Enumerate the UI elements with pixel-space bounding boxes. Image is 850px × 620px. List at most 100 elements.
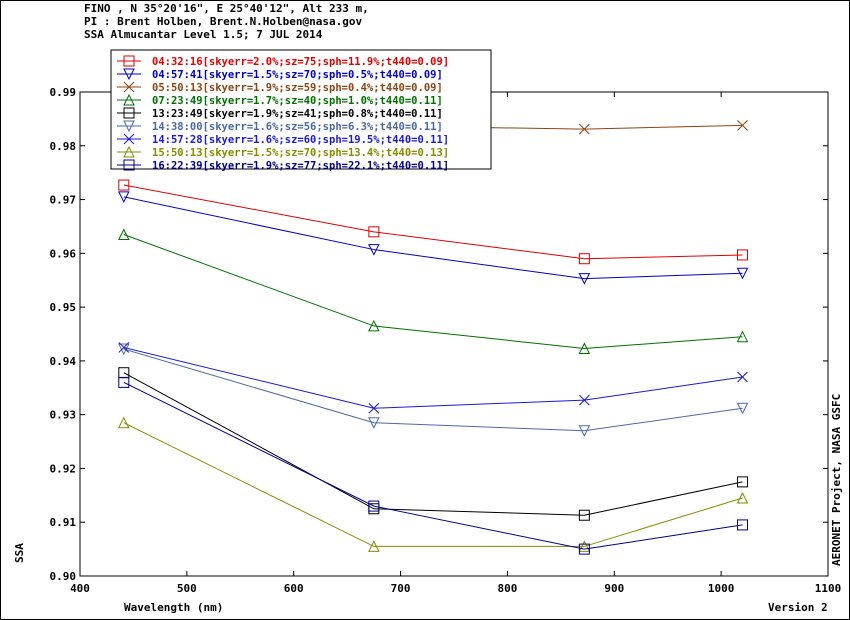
data-point-marker — [368, 540, 380, 552]
data-point-marker — [118, 376, 130, 388]
x-tick-label: 600 — [284, 582, 304, 595]
data-point-marker — [118, 416, 130, 429]
y-tick-label: 0.90 — [50, 570, 77, 583]
data-point-marker — [579, 394, 590, 406]
data-point-marker — [118, 342, 130, 353]
series-line — [123, 196, 743, 280]
series-line — [123, 422, 743, 547]
legend-label: 05:50:13[skyerr=1.9%;sz=59;sph=0.4%;t440… — [152, 82, 443, 94]
data-point-marker — [736, 402, 749, 415]
series-line — [123, 234, 743, 350]
data-point-marker — [578, 425, 591, 437]
data-point-marker — [579, 123, 590, 135]
legend-label: 16:22:39[skyerr=1.9%;sz=77;sph=22.1%;t44… — [152, 160, 449, 172]
data-point-marker — [737, 119, 748, 131]
y-tick-label: 0.97 — [50, 194, 77, 207]
data-point-marker — [578, 509, 590, 521]
legend-marker — [123, 81, 135, 93]
axes: 400 500 600 700 800 900 1000 1100 0.90 0.91 0.92 0.… — [50, 86, 842, 595]
y-tick-label: 0.99 — [50, 86, 77, 99]
legend-item: 14:38:00[skyerr=1.6%;sz=56;sph=6.3%;t440… — [117, 120, 443, 133]
header-line-product: SSA Almucantar Level 1.5; 7 JUL 2014 — [84, 28, 323, 41]
data-point-marker — [118, 228, 130, 241]
data-point-marker — [737, 371, 748, 383]
series-5 — [118, 367, 749, 521]
series-7 — [118, 342, 748, 414]
data-point-marker — [118, 179, 130, 191]
series-line — [123, 184, 743, 260]
series-layer — [118, 119, 749, 555]
data-point-marker — [736, 330, 749, 343]
data-point-marker — [118, 191, 130, 203]
series-line — [123, 348, 743, 432]
series-line — [123, 381, 743, 550]
legend-marker — [123, 159, 135, 171]
y-tick-label: 0.91 — [50, 516, 77, 529]
legend-item: 16:22:39[skyerr=1.9%;sz=77;sph=22.1%;t44… — [117, 159, 449, 172]
x-tick-label: 400 — [70, 582, 90, 595]
y-tick-label: 0.96 — [50, 247, 77, 260]
version-label: Version 2 — [768, 601, 828, 614]
data-point-marker — [368, 226, 380, 238]
legend-item: 07:23:49[skyerr=1.7%;sz=40;sph=1.0%;t440… — [117, 93, 443, 107]
data-point-marker — [578, 342, 591, 355]
legend-item: 15:50:13[skyerr=1.5%;sz=70;sph=13.4%;t44… — [117, 145, 449, 159]
data-point-marker — [578, 273, 591, 285]
series-2 — [118, 191, 749, 285]
data-point-marker — [578, 253, 590, 265]
legend-marker — [123, 93, 135, 106]
data-point-marker — [737, 476, 749, 488]
legend-label: 04:32:16[skyerr=2.0%;sz=75;sph=11.9%;t44… — [152, 56, 449, 68]
y-tick-label: 0.93 — [50, 409, 77, 422]
series-4 — [118, 228, 749, 355]
legend-marker — [123, 145, 135, 158]
data-point-marker — [368, 417, 380, 429]
series-8 — [118, 416, 749, 552]
y-tick-label: 0.98 — [50, 140, 77, 153]
x-tick-label: 1000 — [708, 582, 735, 595]
data-point-marker — [368, 244, 380, 256]
data-point-marker — [736, 267, 749, 280]
series-1 — [118, 179, 749, 265]
series-line — [123, 372, 743, 516]
data-point-marker — [578, 543, 590, 555]
series-line — [123, 346, 743, 409]
legend-label: 15:50:13[skyerr=1.5%;sz=70;sph=13.4%;t44… — [152, 147, 449, 159]
legend-label: 13:23:49[skyerr=1.9%;sz=41;sph=0.8%;t440… — [152, 108, 443, 120]
header-line-pi: PI : Brent Holben, Brent.N.Holben@nasa.g… — [84, 15, 363, 28]
x-axis-label: Wavelength (nm) — [124, 601, 223, 614]
legend-item: 04:32:16[skyerr=2.0%;sz=75;sph=11.9%;t44… — [117, 55, 449, 68]
legend-item: 05:50:13[skyerr=1.9%;sz=59;sph=0.4%;t440… — [117, 81, 443, 94]
x-tick-label: 500 — [177, 582, 197, 595]
data-point-marker — [118, 343, 130, 356]
legend-box — [110, 49, 492, 170]
legend-item: 13:23:49[skyerr=1.9%;sz=41;sph=0.8%;t440… — [117, 107, 443, 120]
legend-marker — [123, 133, 135, 145]
legend-label: 14:57:28[skyerr=1.6%;sz=60;sph=19.5%;t44… — [152, 134, 449, 146]
legend-label: 07:23:49[skyerr=1.7%;sz=40;sph=1.0%;t440… — [152, 95, 443, 107]
legend: 04:32:16[skyerr=2.0%;sz=75;sph=11.9%;t44… — [117, 55, 449, 172]
y-tick-label: 0.92 — [50, 462, 77, 475]
x-tick-label: 700 — [391, 582, 411, 595]
legend-label: 04:57:41[skyerr=1.5%;sz=70;sph=0.5%;t440… — [152, 69, 443, 81]
y-axis-label: SSA — [13, 543, 26, 563]
data-point-marker — [578, 540, 591, 552]
legend-marker — [123, 107, 135, 119]
data-point-marker — [368, 500, 380, 512]
legend-label: 14:38:00[skyerr=1.6%;sz=56;sph=6.3%;t440… — [152, 121, 443, 133]
series-9 — [118, 376, 749, 555]
header-line-site: FINO , N 35°20'16", E 25°40'12", Alt 233… — [84, 2, 369, 15]
data-point-marker — [368, 319, 380, 332]
data-point-marker — [368, 402, 380, 414]
legend-item: 14:57:28[skyerr=1.6%;sz=60;sph=19.5%;t44… — [117, 133, 449, 146]
legend-item: 04:57:41[skyerr=1.5%;sz=70;sph=0.5%;t440… — [117, 68, 443, 81]
data-point-marker — [737, 519, 749, 531]
series-6 — [118, 343, 749, 437]
data-point-marker — [737, 249, 749, 261]
y-tick-label: 0.94 — [50, 355, 77, 368]
x-tick-label: 1100 — [815, 582, 842, 595]
x-tick-label: 800 — [497, 582, 517, 595]
legend-marker — [123, 120, 135, 133]
side-credit-label: AERONET Project, NASA GSFC — [830, 394, 843, 566]
